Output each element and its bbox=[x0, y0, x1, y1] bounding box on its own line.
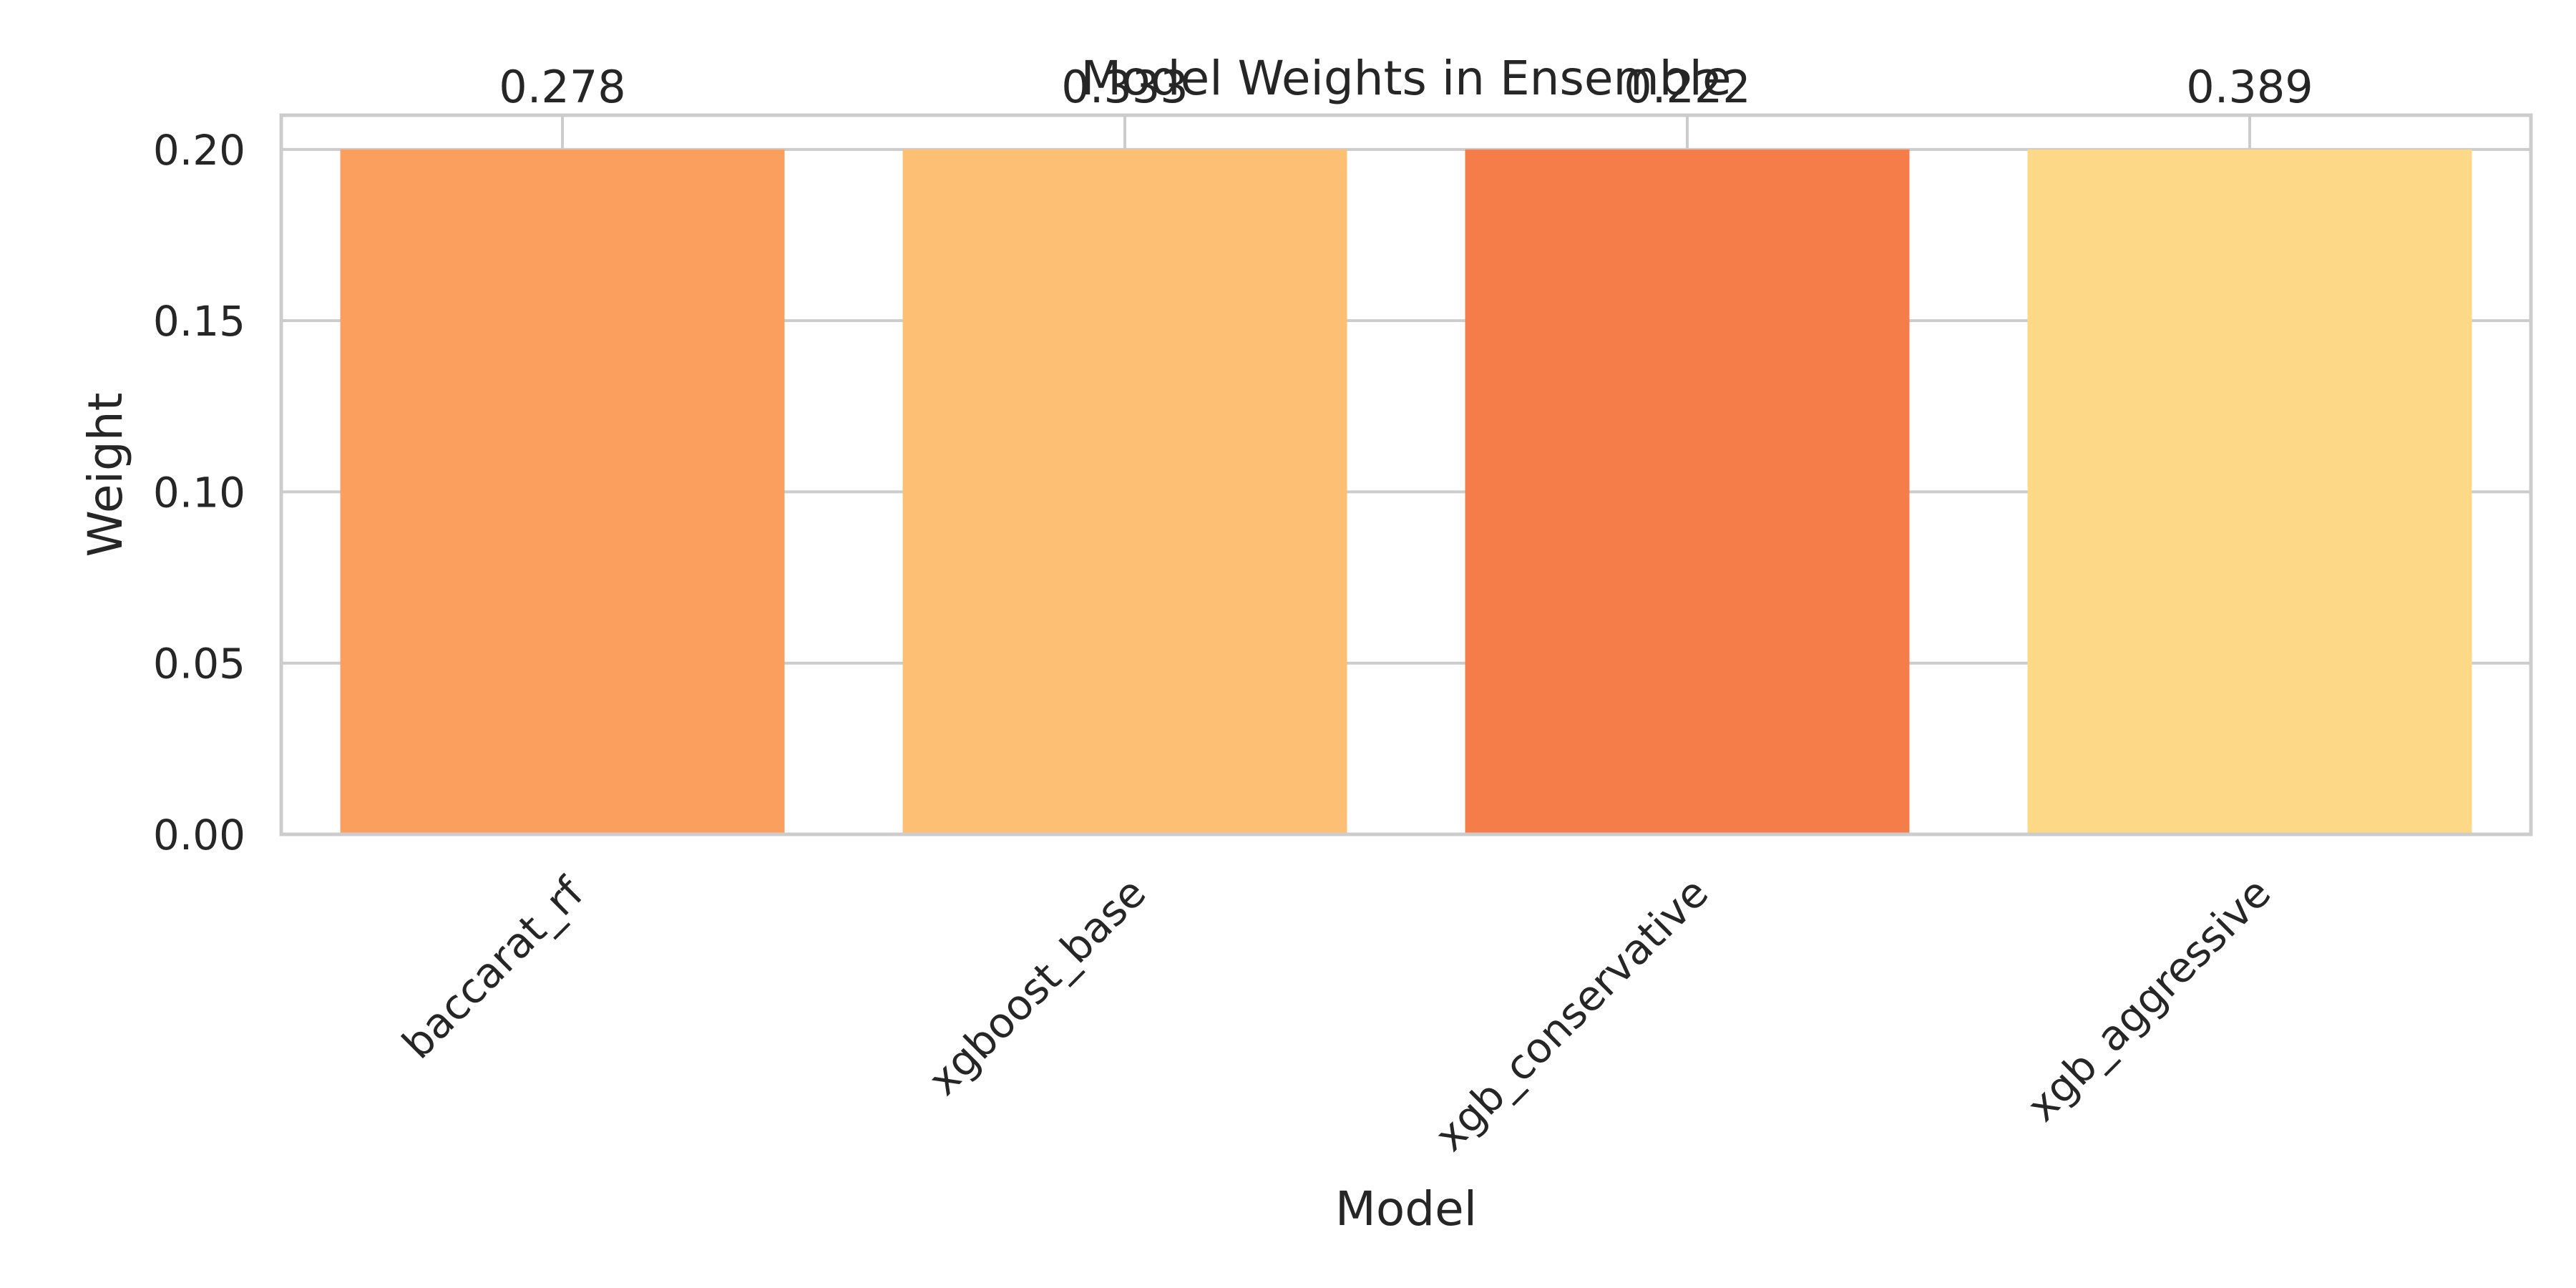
x-tick-label: xgboost_base bbox=[919, 868, 1155, 1104]
x-axis-label: Model bbox=[1335, 1181, 1477, 1236]
bar-xgb-aggressive bbox=[2027, 149, 2472, 834]
bar-baccarat-rf bbox=[340, 149, 785, 834]
bar-xgb-conservative bbox=[1465, 149, 1910, 834]
bar-xgboost-base bbox=[902, 149, 1347, 834]
y-tick-label: 0.15 bbox=[153, 297, 245, 346]
x-tick-label: xgb_conservative bbox=[1425, 868, 1717, 1160]
plot-frame bbox=[279, 113, 2533, 836]
y-axis-label: Weight bbox=[78, 393, 133, 557]
y-tick-label: 0.10 bbox=[153, 468, 245, 517]
bar-value-labels: 0.278 0.333 0.222 0.389 bbox=[499, 61, 2313, 113]
y-tick-label: 0.05 bbox=[153, 640, 245, 688]
x-tick-label: baccarat_rf bbox=[393, 867, 593, 1068]
x-tick-label: xgb_aggressive bbox=[2017, 868, 2280, 1131]
bar-value-label: 0.278 bbox=[499, 61, 626, 113]
y-tick-labels: 0.00 0.05 0.10 0.15 0.20 bbox=[153, 126, 245, 859]
bar-value-label: 0.222 bbox=[1624, 61, 1751, 113]
y-tick-label: 0.20 bbox=[153, 126, 245, 175]
y-tick-label: 0.00 bbox=[153, 811, 245, 859]
bar-value-label: 0.389 bbox=[2186, 61, 2313, 113]
chart-title: Model Weights in Ensemble bbox=[1080, 51, 1731, 106]
bars bbox=[340, 149, 2472, 834]
x-tick-labels: baccarat_rf xgboost_base xgb_conservative x… bbox=[393, 867, 2280, 1161]
bar-value-label: 0.333 bbox=[1061, 61, 1189, 113]
